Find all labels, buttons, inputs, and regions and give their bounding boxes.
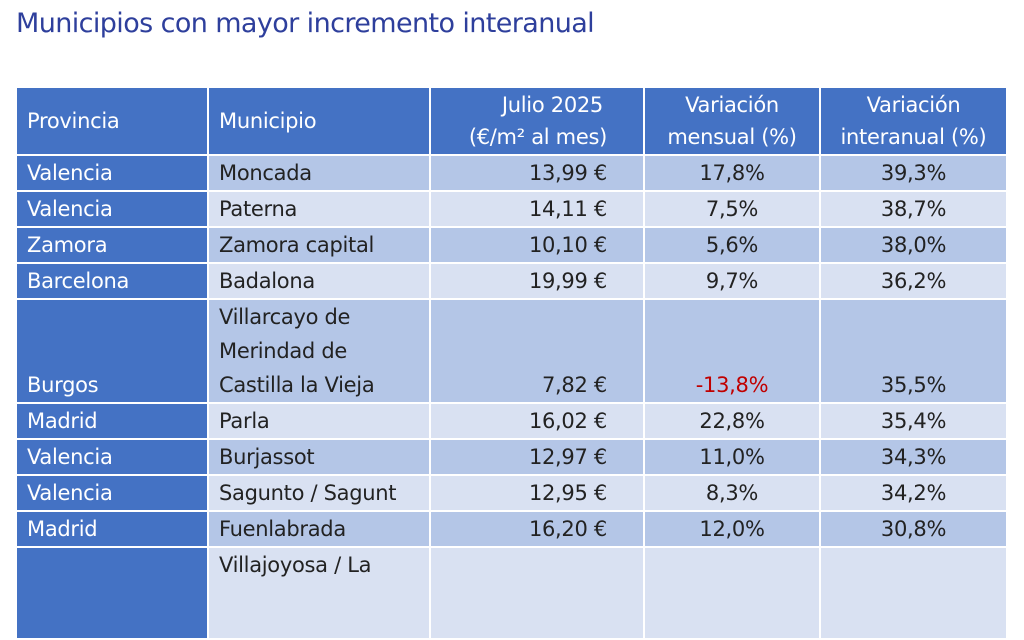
header-interanual-line1: Variación bbox=[866, 93, 961, 117]
header-interanual: Variación interanual (%) bbox=[819, 86, 1008, 156]
cell-municipio: Sagunto / Sagunt bbox=[207, 474, 431, 512]
cell-interanual: 35,5% bbox=[819, 298, 1008, 404]
cell-mensual: 22,8% bbox=[643, 402, 821, 440]
cell-mensual: 5,6% bbox=[643, 226, 821, 264]
cell-precio: 16,02 € bbox=[429, 402, 645, 440]
table-row: Madrid Parla 16,02 €22,8% 35,4% bbox=[15, 402, 1008, 440]
cell-interanual: 38,7% bbox=[819, 190, 1008, 228]
cell-provincia: Burgos bbox=[15, 298, 209, 404]
cell-provincia: Madrid bbox=[15, 510, 209, 548]
table-row: Valencia Paterna 14,11 €7,5% 38,7% bbox=[15, 190, 1008, 228]
header-mensual-line1: Variación bbox=[685, 93, 779, 117]
cell-mensual: 11,0% bbox=[643, 438, 821, 476]
table-row: Barcelona Badalona 19,99 €9,7% 36,2% bbox=[15, 262, 1008, 300]
cell-provincia: Madrid bbox=[15, 402, 209, 440]
cell-provincia: Valencia bbox=[15, 438, 209, 476]
header-precio-line2: (€/m² al mes) bbox=[468, 125, 607, 149]
cell-interanual: 38,0% bbox=[819, 226, 1008, 264]
cell-interanual: 34,2% bbox=[819, 474, 1008, 512]
cell-precio: 7,82 € bbox=[429, 298, 645, 404]
cell-precio: 16,20 € bbox=[429, 510, 645, 548]
cell-interanual: 35,4% bbox=[819, 402, 1008, 440]
table-row: Villajoyosa / La bbox=[15, 546, 1008, 640]
cell-municipio: Paterna bbox=[207, 190, 431, 228]
header-interanual-line2: interanual (%) bbox=[840, 125, 987, 149]
table-row: Zamora Zamora capital 10,10 €5,6% 38,0% bbox=[15, 226, 1008, 264]
header-precio-line1: Julio 2025 bbox=[501, 93, 603, 117]
cell-precio bbox=[429, 546, 645, 640]
table-header-row: Provincia Municipio Julio 2025 (€/m² al m… bbox=[15, 86, 1008, 156]
cell-municipio: Villarcayo de Merindad de Castilla la Vi… bbox=[207, 298, 431, 404]
cell-provincia: Valencia bbox=[15, 474, 209, 512]
cell-precio: 13,99 € bbox=[429, 154, 645, 192]
table-row: Valencia Sagunto / Sagunt 12,95 €8,3% 34,2% bbox=[15, 474, 1008, 512]
cell-municipio: Burjassot bbox=[207, 438, 431, 476]
table-row: Burgos Villarcayo de Merindad de Castilla… bbox=[15, 298, 1008, 404]
cell-mensual: -13,8% bbox=[643, 298, 821, 404]
table-row: Valencia Moncada 13,99 €17,8% 39,3% bbox=[15, 154, 1008, 192]
cell-precio: 14,11 € bbox=[429, 190, 645, 228]
cell-mensual: 7,5% bbox=[643, 190, 821, 228]
cell-precio: 12,95 € bbox=[429, 474, 645, 512]
table-row: Valencia Burjassot 12,97 €11,0% 34,3% bbox=[15, 438, 1008, 476]
cell-precio: 19,99 € bbox=[429, 262, 645, 300]
header-mensual-line2: mensual (%) bbox=[667, 125, 797, 149]
cell-mensual: 17,8% bbox=[643, 154, 821, 192]
cell-mensual: 8,3% bbox=[643, 474, 821, 512]
cell-interanual: 30,8% bbox=[819, 510, 1008, 548]
header-provincia: Provincia bbox=[15, 86, 209, 156]
cell-interanual bbox=[819, 546, 1008, 640]
page-title: Municipios con mayor incremento interanu… bbox=[16, 8, 595, 39]
cell-municipio: Badalona bbox=[207, 262, 431, 300]
cell-precio: 12,97 € bbox=[429, 438, 645, 476]
cell-interanual: 36,2% bbox=[819, 262, 1008, 300]
cell-mensual: 9,7% bbox=[643, 262, 821, 300]
cell-municipio: Villajoyosa / La bbox=[207, 546, 431, 640]
cell-municipio: Moncada bbox=[207, 154, 431, 192]
header-precio: Julio 2025 (€/m² al mes) bbox=[429, 86, 645, 156]
cell-provincia: Valencia bbox=[15, 190, 209, 228]
header-mensual: Variación mensual (%) bbox=[643, 86, 821, 156]
cell-municipio: Fuenlabrada bbox=[207, 510, 431, 548]
header-municipio: Municipio bbox=[207, 86, 431, 156]
municipios-table: Provincia Municipio Julio 2025 (€/m² al m… bbox=[15, 86, 1008, 640]
cell-municipio: Parla bbox=[207, 402, 431, 440]
cell-provincia: Zamora bbox=[15, 226, 209, 264]
cell-provincia: Barcelona bbox=[15, 262, 209, 300]
cell-precio: 10,10 € bbox=[429, 226, 645, 264]
table-row: Madrid Fuenlabrada 16,20 €12,0% 30,8% bbox=[15, 510, 1008, 548]
cell-interanual: 39,3% bbox=[819, 154, 1008, 192]
cell-mensual: 12,0% bbox=[643, 510, 821, 548]
cell-provincia: Valencia bbox=[15, 154, 209, 192]
cell-mensual bbox=[643, 546, 821, 640]
cell-municipio: Zamora capital bbox=[207, 226, 431, 264]
cell-interanual: 34,3% bbox=[819, 438, 1008, 476]
cell-provincia bbox=[15, 546, 209, 640]
